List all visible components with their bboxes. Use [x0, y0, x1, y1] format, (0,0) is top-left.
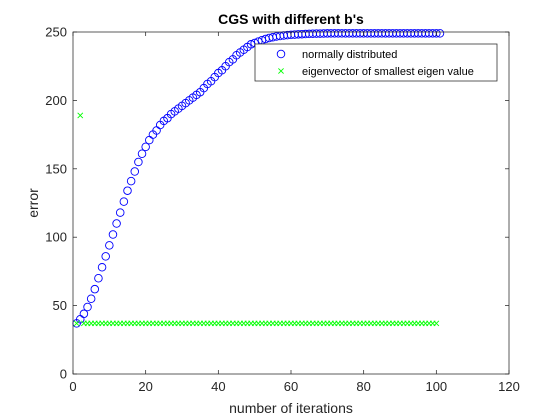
data-point: [97, 263, 107, 272]
x-tick-label: 20: [138, 379, 152, 394]
legend-marker-x: [278, 68, 284, 74]
y-tick-label: 200: [45, 93, 67, 108]
legend-marker-circle: [276, 49, 286, 59]
data-point: [108, 230, 118, 239]
legend-x-icon: [278, 68, 284, 74]
data-point: [130, 167, 140, 176]
data-point: [119, 197, 129, 206]
x-tick-label: 80: [356, 379, 370, 394]
x-tick-label: 60: [284, 379, 298, 394]
data-point: [141, 142, 150, 152]
axis-ticks: 0 20 40 60 80 100 120 0 50 100 150 200 250: [45, 25, 520, 395]
data-point: [79, 309, 89, 319]
data-point: [137, 149, 147, 159]
x-axis-label: number of iterations: [229, 400, 353, 416]
data-point: [112, 219, 121, 228]
data-point: [134, 157, 143, 167]
plot-marks: [72, 29, 445, 328]
y-tick-label: 100: [45, 230, 67, 245]
x-tick-label: 120: [498, 379, 520, 394]
data-point: [115, 208, 125, 217]
data-point: [123, 186, 132, 195]
data-point: [126, 176, 136, 186]
data-point: [77, 112, 84, 119]
legend-label-normally-distributed: normally distributed: [302, 49, 397, 61]
data-point: [101, 252, 110, 261]
chart-title: CGS with different b's: [218, 11, 364, 27]
data-point: [432, 29, 441, 38]
y-tick-label: 250: [45, 25, 67, 40]
data-point: [94, 273, 103, 283]
data-point: [83, 302, 92, 312]
data-point: [73, 320, 80, 327]
x-tick-label: 0: [69, 379, 76, 394]
y-axis-label: error: [25, 188, 41, 218]
legend-box: [254, 43, 498, 82]
y-tick-label: 50: [53, 298, 67, 313]
legend-circle-icon: [276, 49, 286, 59]
data-point: [90, 284, 100, 294]
y-tick-label: 150: [45, 161, 67, 176]
y-tick-label: 0: [60, 367, 67, 382]
data-point: [86, 294, 96, 304]
series-eigenvector: [73, 112, 440, 327]
x-tick-label: 40: [211, 379, 225, 394]
legend: normally distributed eigenvector of smal…: [254, 43, 498, 82]
legend-label-eigenvector: eigenvector of smallest eigen value: [302, 66, 474, 78]
data-point: [433, 320, 440, 327]
x-tick-label: 100: [425, 379, 447, 394]
data-point: [105, 241, 114, 250]
series-normally-distributed: [72, 29, 445, 328]
